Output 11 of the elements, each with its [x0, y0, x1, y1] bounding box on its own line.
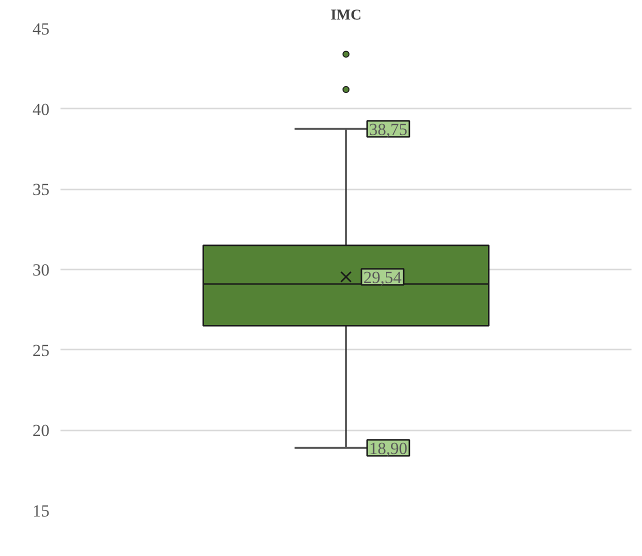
y-tick-label: 15: [32, 502, 50, 520]
annotation: 29,54: [363, 268, 402, 287]
y-tick-label: 30: [32, 260, 50, 280]
chart-title: IMC: [330, 8, 362, 24]
y-tick-label: 20: [32, 421, 50, 440]
annotation: 38,75: [369, 120, 408, 139]
y-tick-label: 25: [32, 340, 50, 360]
y-tick-label: 45: [32, 20, 50, 38]
annotation: 18,90: [369, 438, 408, 458]
y-tick-label: 40: [32, 100, 50, 119]
y-tick-label: 35: [32, 180, 50, 200]
